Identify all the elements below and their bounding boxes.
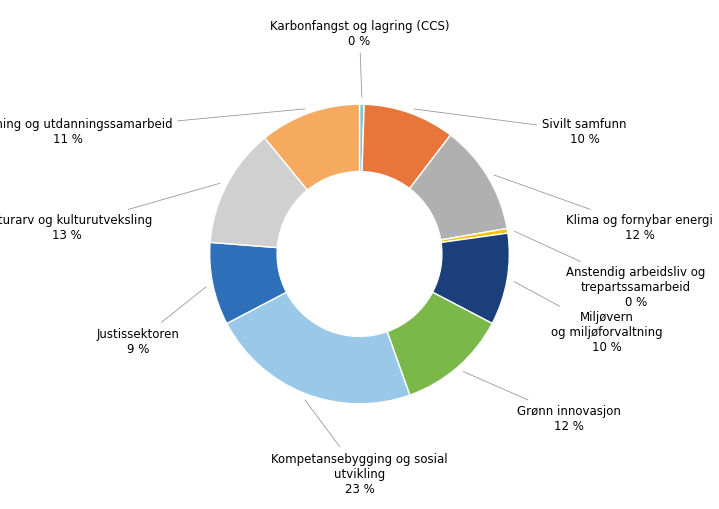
Text: Grønn innovasjon
12 %: Grønn innovasjon 12 %	[463, 372, 620, 432]
Text: Justissektoren
9 %: Justissektoren 9 %	[97, 287, 206, 355]
Wedge shape	[410, 136, 507, 240]
Wedge shape	[362, 105, 451, 189]
Text: Sivilt samfunn
10 %: Sivilt samfunn 10 %	[414, 110, 627, 146]
Text: Forskning og utdanningssamarbeid
11 %: Forskning og utdanningssamarbeid 11 %	[0, 109, 305, 146]
Text: Kompetansebygging og sosial
utvikling
23 %: Kompetansebygging og sosial utvikling 23…	[271, 400, 448, 495]
Text: Anstendig arbeidsliv og
trepartssamarbeid
0 %: Anstendig arbeidsliv og trepartssamarbei…	[515, 232, 705, 309]
Wedge shape	[387, 293, 493, 395]
Wedge shape	[210, 243, 286, 324]
Text: Karbonfangst og lagring (CCS)
0 %: Karbonfangst og lagring (CCS) 0 %	[270, 20, 449, 98]
Wedge shape	[441, 229, 508, 243]
Wedge shape	[226, 293, 410, 404]
Text: Kulturarv og kulturutveksling
13 %: Kulturarv og kulturutveksling 13 %	[0, 184, 220, 242]
Wedge shape	[360, 105, 364, 173]
Wedge shape	[433, 234, 509, 324]
Wedge shape	[265, 105, 360, 191]
Text: Miljøvern
og miljøforvaltning
10 %: Miljøvern og miljøforvaltning 10 %	[514, 282, 663, 354]
Wedge shape	[210, 138, 308, 248]
Text: Klima og fornybar energi
12 %: Klima og fornybar energi 12 %	[494, 176, 713, 242]
